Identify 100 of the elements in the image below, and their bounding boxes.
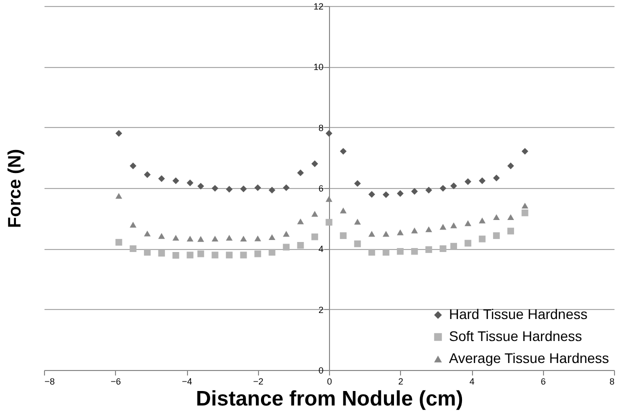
- point: [396, 190, 404, 197]
- x-tick-label: 6: [540, 376, 546, 386]
- point: [411, 248, 418, 255]
- point: [226, 252, 233, 258]
- point: [282, 184, 290, 192]
- point: [396, 229, 404, 236]
- x-tick-label: −2: [253, 376, 264, 386]
- point: [172, 234, 180, 241]
- point: [311, 210, 318, 217]
- point: [354, 180, 361, 187]
- point: [522, 148, 528, 155]
- legend-label: Soft Tissue Hardness: [449, 328, 582, 344]
- point: [507, 214, 514, 220]
- point: [354, 218, 361, 225]
- point: [340, 208, 347, 214]
- point: [440, 245, 446, 252]
- point: [282, 230, 290, 237]
- point: [326, 218, 332, 226]
- point: [240, 252, 247, 258]
- point: [197, 236, 204, 242]
- point: [158, 250, 165, 257]
- point: [212, 252, 218, 258]
- point: [240, 236, 247, 242]
- y-tick-label: 12: [313, 2, 324, 12]
- point: [282, 244, 290, 251]
- point: [144, 171, 151, 178]
- point: [464, 240, 472, 247]
- point: [130, 222, 136, 228]
- y-tick-label: 10: [313, 62, 324, 72]
- point: [297, 169, 304, 176]
- point: [197, 250, 204, 258]
- point: [212, 184, 218, 192]
- y-tick-label: 0: [318, 366, 324, 376]
- x-tick-label: −6: [110, 376, 121, 386]
- point: [425, 226, 432, 232]
- point: [368, 191, 376, 198]
- point: [297, 242, 304, 249]
- point: [268, 234, 276, 240]
- point: [212, 236, 218, 242]
- legend-label: Hard Tissue Hardness: [449, 306, 588, 322]
- point: [186, 252, 194, 258]
- point: [464, 220, 472, 226]
- point: [226, 186, 233, 193]
- point: [382, 248, 390, 256]
- point: [450, 242, 458, 250]
- y-axis-title: Force (N): [4, 148, 24, 228]
- x-tick-label: 0: [326, 376, 332, 386]
- point: [411, 188, 418, 195]
- point: [311, 160, 318, 168]
- point: [425, 246, 432, 253]
- point: [115, 130, 122, 137]
- point: [396, 248, 404, 255]
- point: [478, 218, 486, 224]
- point: [268, 248, 276, 256]
- point: [311, 233, 318, 240]
- point: [368, 248, 376, 256]
- point: [478, 236, 486, 242]
- point: [297, 218, 304, 224]
- point: [186, 179, 194, 186]
- y-tick-label: 4: [318, 244, 324, 254]
- point: [411, 228, 418, 234]
- point: [144, 230, 151, 236]
- point: [354, 240, 361, 248]
- point: [130, 162, 136, 170]
- x-tick-label: 2: [398, 376, 404, 386]
- point: [382, 230, 390, 237]
- legend-label: Average Tissue Hardness: [449, 350, 610, 366]
- point: [144, 248, 151, 256]
- point: [226, 234, 233, 241]
- point: [425, 186, 432, 194]
- point: [522, 202, 528, 208]
- point: [172, 177, 180, 184]
- point: [326, 196, 332, 202]
- point: [493, 214, 500, 220]
- point: [172, 252, 180, 259]
- point: [440, 184, 446, 192]
- point: [254, 184, 262, 192]
- point: [507, 228, 514, 234]
- point: [115, 238, 122, 246]
- x-axis-title: Distance from Nodule (cm): [196, 388, 464, 410]
- point: [254, 250, 262, 258]
- point: [115, 192, 122, 199]
- x-tick-label: −4: [182, 376, 192, 386]
- y-tick-label: 2: [318, 304, 324, 315]
- point: [254, 235, 262, 242]
- point: [440, 224, 446, 230]
- point: [493, 174, 500, 182]
- point: [450, 222, 458, 228]
- x-tick-label: 4: [469, 376, 475, 386]
- point: [158, 175, 165, 182]
- point: [186, 236, 194, 242]
- point: [493, 232, 500, 239]
- point: [268, 186, 276, 194]
- point: [522, 210, 528, 216]
- point: [464, 178, 472, 185]
- y-tick-label: 6: [318, 184, 324, 194]
- point: [326, 130, 332, 137]
- point: [382, 191, 390, 198]
- point: [197, 182, 204, 190]
- point: [340, 232, 347, 239]
